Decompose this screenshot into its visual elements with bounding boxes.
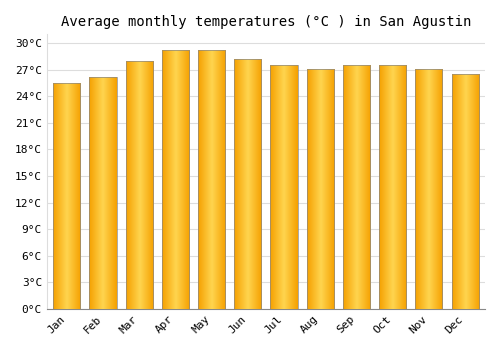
Bar [452,74,478,309]
Bar [379,65,406,309]
Bar [306,69,334,309]
Bar [416,69,442,309]
Bar [90,77,117,309]
Bar [198,50,225,309]
Title: Average monthly temperatures (°C ) in San Agustin: Average monthly temperatures (°C ) in Sa… [60,15,471,29]
Bar [53,83,80,309]
Bar [343,65,370,309]
Bar [270,65,297,309]
Bar [126,61,153,309]
Bar [162,50,189,309]
Bar [234,59,262,309]
